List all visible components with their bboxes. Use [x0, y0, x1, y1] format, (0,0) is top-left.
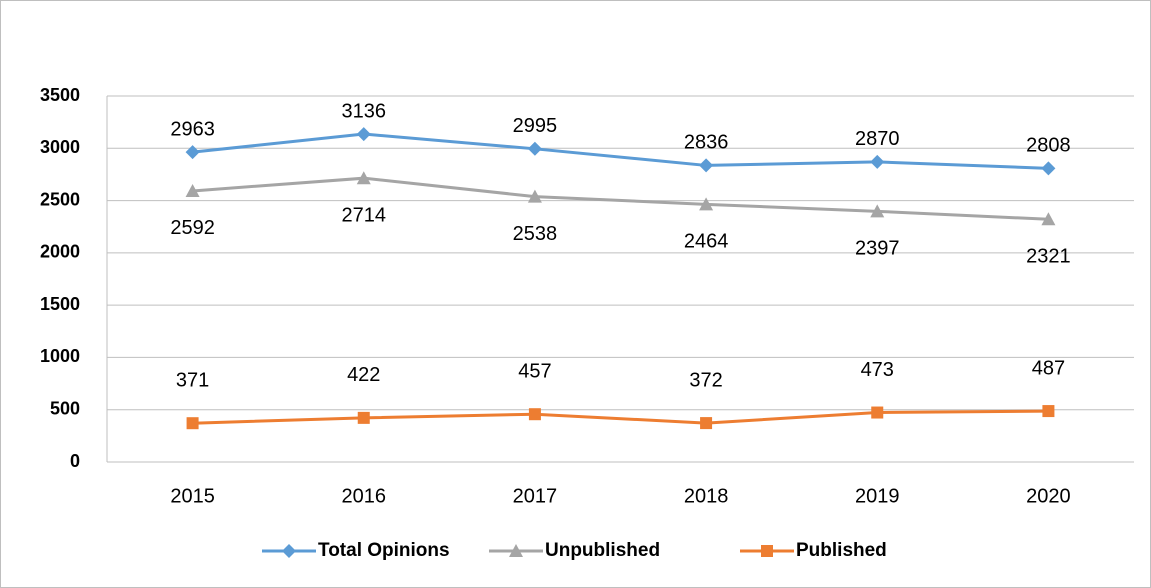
data-label: 422 [347, 364, 380, 386]
legend-marker [509, 544, 523, 557]
marker [699, 158, 714, 173]
legend-marker [282, 544, 296, 558]
legend-label: Unpublished [545, 540, 660, 561]
series-line [192, 409, 1049, 425]
y-tick-label: 3500 [40, 85, 80, 105]
data-label: 2592 [170, 217, 215, 239]
y-tick-label: 2000 [40, 242, 80, 262]
data-label: 371 [176, 369, 209, 391]
data-label: 2808 [1026, 135, 1071, 157]
y-tick-label: 0 [70, 451, 80, 471]
y-tick-label: 2500 [40, 189, 80, 209]
marker [357, 411, 370, 424]
data-label: 2397 [855, 238, 900, 260]
marker [699, 197, 714, 211]
y-tick-label: 1000 [40, 346, 80, 366]
data-label: 2538 [513, 223, 558, 245]
data-label: 473 [861, 359, 894, 381]
data-label: 487 [1032, 357, 1065, 379]
marker [185, 183, 200, 197]
marker [871, 406, 884, 419]
legend-marker [761, 545, 773, 557]
data-label: 2714 [342, 204, 387, 226]
data-label: 2870 [855, 128, 900, 150]
marker [527, 189, 542, 203]
data-label: 2963 [170, 118, 215, 140]
y-tick-label: 1500 [40, 294, 80, 314]
marker [356, 171, 371, 185]
marker [1041, 161, 1056, 176]
x-tick-label: 2019 [855, 485, 900, 507]
x-tick-label: 2016 [342, 485, 387, 507]
data-label: 372 [689, 369, 722, 391]
marker [870, 154, 885, 169]
data-label: 457 [518, 360, 551, 382]
data-label: 2464 [684, 231, 729, 253]
marker [356, 127, 371, 142]
marker [700, 417, 713, 430]
marker [527, 141, 542, 156]
data-label: 3136 [342, 100, 387, 122]
y-tick-label: 500 [50, 398, 80, 418]
marker [1041, 212, 1056, 226]
x-tick-label: 2020 [1026, 485, 1071, 507]
y-tick-label: 3000 [40, 137, 80, 157]
marker [870, 204, 885, 218]
marker [1042, 405, 1055, 418]
data-label: 2995 [513, 115, 558, 137]
marker [186, 417, 199, 430]
x-tick-label: 2018 [684, 485, 729, 507]
marker [185, 145, 200, 160]
series-line [192, 132, 1049, 170]
series-line [192, 176, 1049, 221]
legend-label: Total Opinions [318, 540, 450, 561]
data-label: 2321 [1026, 246, 1071, 268]
x-tick-label: 2017 [513, 485, 558, 507]
marker [528, 408, 541, 421]
x-tick-label: 2015 [170, 485, 215, 507]
legend-label: Published [796, 540, 887, 561]
data-label: 2836 [684, 132, 729, 154]
